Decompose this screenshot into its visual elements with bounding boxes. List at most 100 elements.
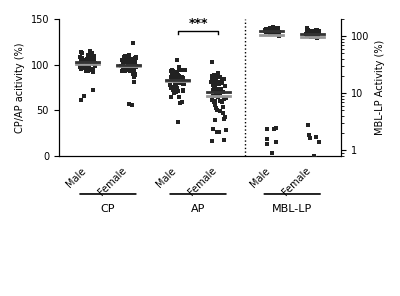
Point <box>168 85 174 89</box>
Point <box>171 70 177 75</box>
Point <box>272 28 278 32</box>
Point <box>212 98 218 103</box>
Point <box>78 62 84 67</box>
Point <box>122 68 128 73</box>
Point <box>78 61 84 66</box>
Point <box>306 29 312 34</box>
Point <box>276 33 282 38</box>
Point <box>274 28 280 33</box>
Point <box>123 57 130 62</box>
Point <box>92 64 98 69</box>
Point <box>264 29 270 33</box>
Point <box>212 88 218 93</box>
Point <box>86 53 92 58</box>
Point <box>78 50 84 55</box>
Text: AP: AP <box>191 204 205 213</box>
Point <box>216 87 222 92</box>
Point <box>170 72 176 76</box>
Point <box>267 163 273 168</box>
Point <box>177 101 184 106</box>
Point <box>130 71 136 76</box>
Point <box>211 100 218 105</box>
Point <box>90 69 96 74</box>
Point <box>214 130 220 135</box>
Point <box>180 82 187 86</box>
Point <box>90 88 96 93</box>
Point <box>126 60 133 65</box>
Point <box>210 80 216 84</box>
Point <box>128 68 134 73</box>
Point <box>176 65 182 69</box>
Point <box>122 54 128 59</box>
Point <box>307 32 314 37</box>
Point <box>264 126 270 131</box>
Point <box>270 25 276 30</box>
Point <box>176 73 182 78</box>
Point <box>219 90 225 95</box>
Point <box>274 157 280 161</box>
Point <box>92 61 98 66</box>
Point <box>127 69 133 74</box>
Point <box>221 76 227 81</box>
Point <box>214 87 221 92</box>
Point <box>213 106 220 111</box>
Point <box>272 28 278 33</box>
Point <box>119 69 125 74</box>
Point <box>127 65 133 70</box>
Point <box>210 83 216 87</box>
Point <box>121 69 128 73</box>
Point <box>82 64 89 68</box>
Point <box>264 136 270 141</box>
Point <box>180 76 186 81</box>
Point <box>311 33 318 38</box>
Point <box>310 29 316 33</box>
Point <box>86 49 93 53</box>
Point <box>212 93 218 98</box>
Point <box>88 59 94 64</box>
Point <box>313 29 319 34</box>
Point <box>170 78 176 82</box>
Point <box>316 29 322 34</box>
Point <box>176 77 183 81</box>
Point <box>78 60 84 65</box>
Point <box>169 71 175 75</box>
Point <box>212 89 218 93</box>
Point <box>176 80 183 85</box>
Point <box>132 55 139 59</box>
Point <box>305 123 311 128</box>
Point <box>172 81 178 86</box>
Point <box>78 56 84 60</box>
Point <box>311 34 318 39</box>
Point <box>219 79 225 83</box>
Point <box>78 98 84 102</box>
Point <box>310 29 317 34</box>
Point <box>266 26 272 31</box>
Point <box>212 86 218 90</box>
Point <box>306 132 312 137</box>
Point <box>212 102 218 107</box>
Point <box>126 53 132 57</box>
Point <box>308 34 315 38</box>
Point <box>311 30 318 34</box>
Point <box>85 53 92 57</box>
Point <box>120 62 126 67</box>
Point <box>77 65 84 70</box>
Point <box>174 89 181 93</box>
Point <box>132 61 138 66</box>
Point <box>210 88 216 92</box>
Point <box>270 27 276 32</box>
Point <box>124 55 131 60</box>
Point <box>172 71 178 76</box>
Point <box>269 29 276 34</box>
Point <box>92 62 98 67</box>
Point <box>79 62 85 67</box>
Point <box>221 96 228 101</box>
Point <box>118 57 125 62</box>
Point <box>211 100 217 105</box>
Point <box>216 89 222 93</box>
Point <box>275 28 281 33</box>
Point <box>218 100 225 104</box>
Point <box>87 61 94 65</box>
Point <box>216 99 223 104</box>
Point <box>174 78 180 83</box>
